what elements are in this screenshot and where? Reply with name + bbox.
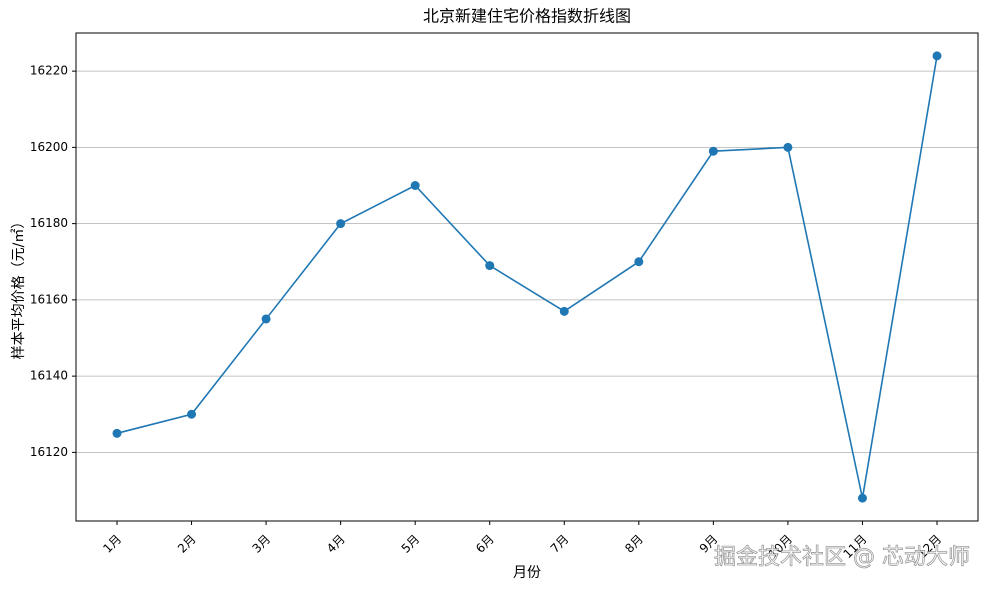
y-axis-label: 样本平均价格（元/㎡） — [11, 215, 27, 360]
point — [783, 142, 793, 152]
chart-title: 北京新建住宅价格指数折线图 — [423, 7, 631, 26]
x-tick-label: 8月 — [622, 532, 646, 556]
x-tick-label: 4月 — [324, 532, 348, 556]
y-tick-label: 16180 — [30, 216, 68, 230]
point — [187, 409, 197, 419]
x-tick-label: 2月 — [175, 532, 199, 556]
watermark: 掘金技术社区 @ 芯动大师 — [714, 545, 970, 570]
y-tick-label: 16140 — [30, 369, 68, 383]
y-tick-label: 16160 — [30, 292, 68, 306]
point — [485, 261, 495, 271]
y-tick-label: 16200 — [30, 140, 68, 154]
point — [857, 493, 867, 503]
x-tick-label: 6月 — [473, 532, 497, 556]
y-tick-label: 16220 — [30, 64, 68, 78]
plot-frame — [75, 32, 979, 522]
x-tick-label: 7月 — [548, 532, 572, 556]
point — [932, 51, 942, 61]
x-tick-label: 3月 — [249, 532, 273, 556]
x-tick-label: 5月 — [399, 532, 423, 556]
x-axis-label: 月份 — [513, 565, 541, 581]
line — [116, 55, 938, 499]
x-tick-label: 1月 — [100, 532, 124, 556]
y-tick-label: 16120 — [30, 445, 68, 459]
point — [410, 181, 420, 190]
point — [112, 428, 122, 438]
point — [708, 146, 718, 156]
point — [559, 306, 569, 316]
point — [336, 219, 346, 229]
point — [261, 314, 271, 324]
point — [634, 257, 644, 267]
